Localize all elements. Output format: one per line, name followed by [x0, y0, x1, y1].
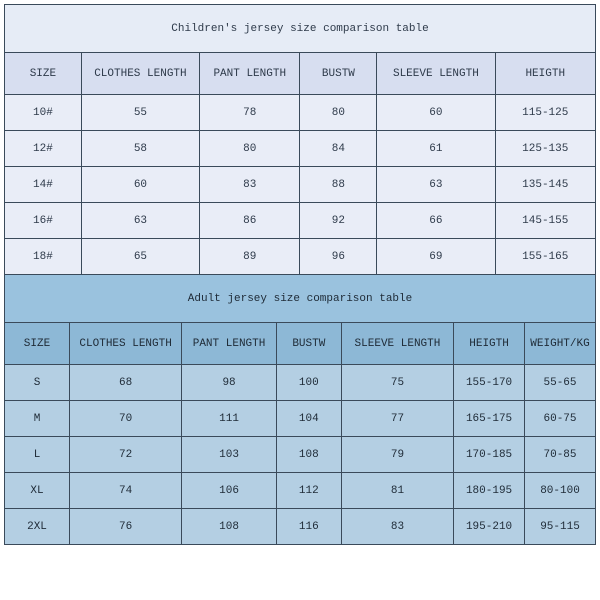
size-chart-container: Children's jersey size comparison table … [0, 0, 600, 549]
col-pant-length: PANT LENGTH [200, 53, 300, 95]
cell: 111 [182, 401, 277, 437]
cell: 69 [377, 239, 495, 275]
cell: 74 [70, 473, 182, 509]
cell: 86 [200, 203, 300, 239]
col-bustw: BUSTW [300, 53, 377, 95]
table-row: L 72 103 108 79 170-185 70-85 [5, 437, 596, 473]
table-row: XL 74 106 112 81 180-195 80-100 [5, 473, 596, 509]
cell: 116 [276, 509, 341, 545]
cell: 100 [276, 365, 341, 401]
cell: 108 [276, 437, 341, 473]
cell: 195-210 [454, 509, 525, 545]
cell: 14# [5, 167, 82, 203]
cell: 88 [300, 167, 377, 203]
cell: S [5, 365, 70, 401]
cell: 12# [5, 131, 82, 167]
cell: 81 [341, 473, 453, 509]
cell: 10# [5, 95, 82, 131]
cell: 103 [182, 437, 277, 473]
cell: 61 [377, 131, 495, 167]
cell: 98 [182, 365, 277, 401]
col-weight: WEIGHT/KG [525, 323, 596, 365]
cell: 77 [341, 401, 453, 437]
children-size-table: Children's jersey size comparison table … [4, 4, 596, 275]
cell: 55-65 [525, 365, 596, 401]
cell: 96 [300, 239, 377, 275]
cell: 180-195 [454, 473, 525, 509]
children-table-title-row: Children's jersey size comparison table [5, 5, 596, 53]
cell: 72 [70, 437, 182, 473]
cell: L [5, 437, 70, 473]
children-table-title: Children's jersey size comparison table [5, 5, 596, 53]
cell: 65 [81, 239, 199, 275]
table-row: M 70 111 104 77 165-175 60-75 [5, 401, 596, 437]
cell: 63 [377, 167, 495, 203]
cell: XL [5, 473, 70, 509]
cell: 60 [377, 95, 495, 131]
cell: 135-145 [495, 167, 596, 203]
col-clothes-length: CLOTHES LENGTH [70, 323, 182, 365]
cell: 78 [200, 95, 300, 131]
cell: 76 [70, 509, 182, 545]
cell: 84 [300, 131, 377, 167]
cell: 106 [182, 473, 277, 509]
col-size: SIZE [5, 53, 82, 95]
adult-table-title: Adult jersey size comparison table [5, 275, 596, 323]
table-row: 12# 58 80 84 61 125-135 [5, 131, 596, 167]
cell: 2XL [5, 509, 70, 545]
table-row: 2XL 76 108 116 83 195-210 95-115 [5, 509, 596, 545]
col-heigth: HEIGTH [454, 323, 525, 365]
cell: 165-175 [454, 401, 525, 437]
table-row: 10# 55 78 80 60 115-125 [5, 95, 596, 131]
cell: 16# [5, 203, 82, 239]
cell: 66 [377, 203, 495, 239]
cell: 68 [70, 365, 182, 401]
cell: 70-85 [525, 437, 596, 473]
table-row: 18# 65 89 96 69 155-165 [5, 239, 596, 275]
cell: 92 [300, 203, 377, 239]
col-bustw: BUSTW [276, 323, 341, 365]
cell: 60 [81, 167, 199, 203]
cell: 112 [276, 473, 341, 509]
cell: 80 [300, 95, 377, 131]
cell: 75 [341, 365, 453, 401]
cell: 18# [5, 239, 82, 275]
col-sleeve-length: SLEEVE LENGTH [341, 323, 453, 365]
col-pant-length: PANT LENGTH [182, 323, 277, 365]
cell: 63 [81, 203, 199, 239]
adult-table-title-row: Adult jersey size comparison table [5, 275, 596, 323]
adult-size-table: Adult jersey size comparison table SIZE … [4, 274, 596, 545]
cell: 170-185 [454, 437, 525, 473]
cell: 89 [200, 239, 300, 275]
cell: 155-165 [495, 239, 596, 275]
table-row: 16# 63 86 92 66 145-155 [5, 203, 596, 239]
cell: 115-125 [495, 95, 596, 131]
cell: M [5, 401, 70, 437]
children-table-header: SIZE CLOTHES LENGTH PANT LENGTH BUSTW SL… [5, 53, 596, 95]
cell: 95-115 [525, 509, 596, 545]
table-row: 14# 60 83 88 63 135-145 [5, 167, 596, 203]
cell: 60-75 [525, 401, 596, 437]
col-clothes-length: CLOTHES LENGTH [81, 53, 199, 95]
cell: 104 [276, 401, 341, 437]
cell: 125-135 [495, 131, 596, 167]
cell: 55 [81, 95, 199, 131]
col-heigth: HEIGTH [495, 53, 596, 95]
cell: 80-100 [525, 473, 596, 509]
cell: 70 [70, 401, 182, 437]
col-size: SIZE [5, 323, 70, 365]
cell: 80 [200, 131, 300, 167]
cell: 155-170 [454, 365, 525, 401]
cell: 145-155 [495, 203, 596, 239]
cell: 83 [341, 509, 453, 545]
cell: 58 [81, 131, 199, 167]
adult-table-header: SIZE CLOTHES LENGTH PANT LENGTH BUSTW SL… [5, 323, 596, 365]
cell: 79 [341, 437, 453, 473]
cell: 108 [182, 509, 277, 545]
cell: 83 [200, 167, 300, 203]
col-sleeve-length: SLEEVE LENGTH [377, 53, 495, 95]
table-row: S 68 98 100 75 155-170 55-65 [5, 365, 596, 401]
